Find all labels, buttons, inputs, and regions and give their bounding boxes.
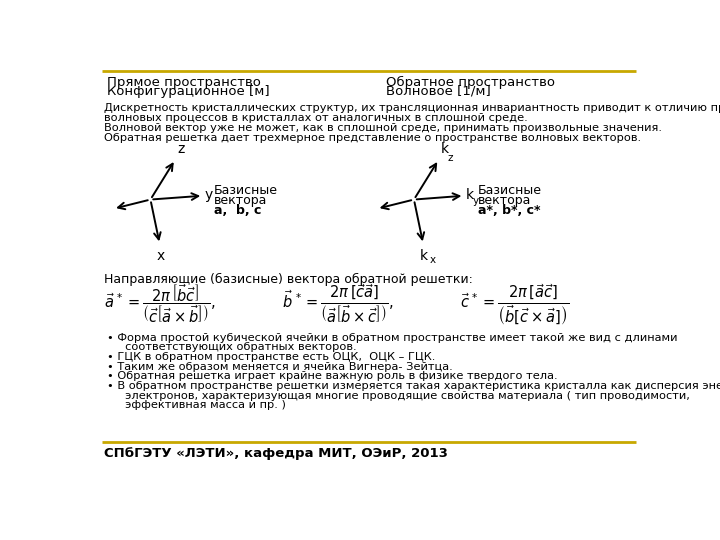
Text: • ГЦК в обратном пространстве есть ОЦК,  ОЦК – ГЦК.: • ГЦК в обратном пространстве есть ОЦК, … — [107, 352, 436, 362]
Text: Направляющие (базисные) вектора обратной решетки:: Направляющие (базисные) вектора обратной… — [104, 273, 473, 286]
Text: z: z — [178, 143, 185, 157]
Text: k: k — [441, 143, 449, 157]
Text: Волновое [1/м]: Волновое [1/м] — [386, 85, 491, 98]
Text: Базисные: Базисные — [214, 184, 278, 197]
Text: y: y — [473, 196, 479, 206]
Text: Дискретность кристаллических структур, их трансляционная инвариантность приводит: Дискретность кристаллических структур, и… — [104, 103, 720, 113]
Text: электронов, характеризующая многие проводящие свойства материала ( тип проводимо: электронов, характеризующая многие прово… — [107, 390, 690, 401]
Text: Обратная решетка дает трехмерное представление о пространстве волновых векторов.: Обратная решетка дает трехмерное предста… — [104, 133, 641, 143]
Text: • Обратная решетка играет крайне важную роль в физике твердого тела.: • Обратная решетка играет крайне важную … — [107, 372, 558, 381]
Text: волновых процессов в кристаллах от аналогичных в сплошной среде.: волновых процессов в кристаллах от анало… — [104, 113, 528, 123]
Text: x: x — [429, 255, 436, 265]
Text: Конфигурационное [м]: Конфигурационное [м] — [107, 85, 270, 98]
Text: x: x — [156, 249, 165, 263]
Text: $\vec{b}^{\,*} = \dfrac{2\pi\,\left[\vec{c}\vec{a}\right]}{\left(\vec{a}\left[\v: $\vec{b}^{\,*} = \dfrac{2\pi\,\left[\vec… — [282, 283, 394, 325]
Text: • Форма простой кубической ячейки в обратном пространстве имеет такой же вид с д: • Форма простой кубической ячейки в обра… — [107, 333, 678, 343]
Text: a*, b*, c*: a*, b*, c* — [477, 204, 540, 217]
Text: y: y — [204, 188, 213, 202]
Text: $\vec{c}^{\,*} = \dfrac{2\pi\,\left[\vec{a}\vec{c}\right]}{\left(\vec{b}\left[\v: $\vec{c}^{\,*} = \dfrac{2\pi\,\left[\vec… — [461, 283, 570, 327]
Text: Обратное пространство: Обратное пространство — [386, 76, 555, 89]
Text: a,  b, c: a, b, c — [214, 204, 261, 217]
Text: Прямое пространство: Прямое пространство — [107, 76, 261, 89]
Text: соответствующих обратных векторов.: соответствующих обратных векторов. — [107, 342, 356, 353]
Text: Базисные: Базисные — [477, 184, 541, 197]
Text: z: z — [447, 153, 453, 163]
Text: • Таким же образом меняется и ячейка Вигнера- Зейтца.: • Таким же образом меняется и ячейка Виг… — [107, 362, 453, 372]
Text: • В обратном пространстве решетки измеряется такая характеристика кристалла как : • В обратном пространстве решетки измеря… — [107, 381, 720, 391]
Text: вектора: вектора — [214, 194, 267, 207]
Text: k: k — [466, 188, 474, 202]
Text: $\vec{a}^{\,*} = \dfrac{2\pi\,\left[\vec{b}\vec{c}\right]}{\left(\vec{c}\left[\v: $\vec{a}^{\,*} = \dfrac{2\pi\,\left[\vec… — [104, 283, 215, 325]
Text: эффективная масса и пр. ): эффективная масса и пр. ) — [107, 400, 286, 410]
Text: СПбГЭТУ «ЛЭТИ», кафедра МИТ, ОЭиР, 2013: СПбГЭТУ «ЛЭТИ», кафедра МИТ, ОЭиР, 2013 — [104, 447, 448, 460]
Text: Волновой вектор уже не может, как в сплошной среде, принимать произвольные значе: Волновой вектор уже не может, как в спло… — [104, 123, 662, 133]
Text: k: k — [420, 249, 428, 263]
Text: вектора: вектора — [477, 194, 531, 207]
